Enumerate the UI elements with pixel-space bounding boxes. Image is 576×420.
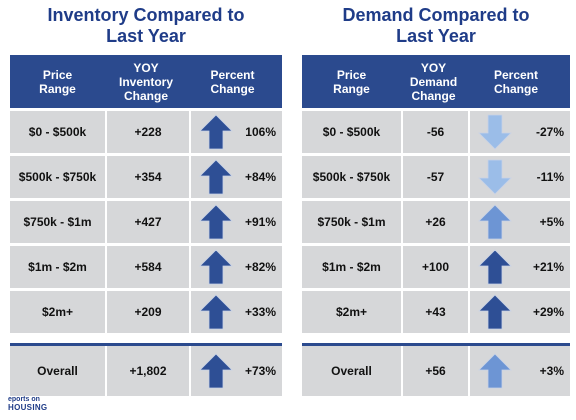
price-range-cell: $500k - $750k xyxy=(10,156,105,198)
percent-change-cell: -27% xyxy=(470,111,570,153)
price-range-cell: Overall xyxy=(302,346,401,396)
header-percent-change: Percent Change xyxy=(493,67,539,96)
percent-change-cell: +21% xyxy=(470,246,570,288)
table-header: Price Range YOY Inventory Change Percent… xyxy=(10,55,282,108)
arrow-up-icon xyxy=(478,353,512,389)
table-row: $750k - $1m +427 +91% xyxy=(10,201,282,243)
arrow-down-icon xyxy=(478,159,512,195)
table-row: $500k - $750k -57 -11% xyxy=(302,156,570,198)
yoy-change-cell: +584 xyxy=(107,246,189,288)
logo-bottom-text: HOUSING xyxy=(8,403,48,412)
price-range-cell: $750k - $1m xyxy=(302,201,401,243)
table-row: $750k - $1m +26 +5% xyxy=(302,201,570,243)
table-row: $1m - $2m +584 +82% xyxy=(10,246,282,288)
overall-row: Overall +56 +3% xyxy=(302,343,570,396)
percent-change-cell: +3% xyxy=(470,346,570,396)
price-range-cell: $500k - $750k xyxy=(302,156,401,198)
inventory-table: Price Range YOY Inventory Change Percent… xyxy=(10,55,282,396)
arrow-up-icon xyxy=(199,294,233,330)
table-row: $2m+ +209 +33% xyxy=(10,291,282,333)
percent-value: +21% xyxy=(532,260,564,274)
price-range-cell: $0 - $500k xyxy=(10,111,105,153)
table-row: $0 - $500k +228 106% xyxy=(10,111,282,153)
arrow-up-icon xyxy=(478,294,512,330)
header-price-range: Price Range xyxy=(333,67,370,96)
yoy-change-cell: +354 xyxy=(107,156,189,198)
yoy-change-cell: +26 xyxy=(403,201,468,243)
yoy-change-cell: -56 xyxy=(403,111,468,153)
overall-row: Overall +1,802 +73% xyxy=(10,343,282,396)
arrow-up-icon xyxy=(199,353,233,389)
percent-change-cell: 106% xyxy=(191,111,282,153)
table-header: Price Range YOY Demand Change Percent Ch… xyxy=(302,55,570,108)
yoy-change-cell: +56 xyxy=(403,346,468,396)
percent-change-cell: +73% xyxy=(191,346,282,396)
percent-value: +3% xyxy=(539,364,564,378)
table-row: $1m - $2m +100 +21% xyxy=(302,246,570,288)
table-body: $0 - $500k +228 106% $500k - $750k +354 +84% $… xyxy=(10,111,282,396)
demand-table: Price Range YOY Demand Change Percent Ch… xyxy=(302,55,570,396)
percent-value: +5% xyxy=(539,215,564,229)
yoy-change-cell: +100 xyxy=(403,246,468,288)
table-row: $500k - $750k +354 +84% xyxy=(10,156,282,198)
arrow-up-icon xyxy=(478,249,512,285)
percent-value: +33% xyxy=(244,305,276,319)
percent-value: 106% xyxy=(245,125,276,139)
table-row: $2m+ +43 +29% xyxy=(302,291,570,333)
header-percent-change: Percent Change xyxy=(210,67,255,96)
percent-change-cell: +5% xyxy=(470,201,570,243)
price-range-cell: $0 - $500k xyxy=(302,111,401,153)
percent-change-cell: -11% xyxy=(470,156,570,198)
arrow-up-icon xyxy=(199,204,233,240)
price-range-cell: $2m+ xyxy=(10,291,105,333)
inventory-title: Inventory Compared to Last Year xyxy=(47,5,245,46)
price-range-cell: $1m - $2m xyxy=(302,246,401,288)
percent-change-cell: +84% xyxy=(191,156,282,198)
yoy-change-cell: +228 xyxy=(107,111,189,153)
percent-value: +82% xyxy=(244,260,276,274)
demand-panel: Demand Compared to Last Year Price Range… xyxy=(302,0,570,396)
arrow-up-icon xyxy=(199,249,233,285)
inventory-panel: Inventory Compared to Last Year Price Ra… xyxy=(10,0,282,396)
arrow-up-icon xyxy=(478,204,512,240)
arrow-up-icon xyxy=(199,159,233,195)
price-range-cell: Overall xyxy=(10,346,105,396)
percent-change-cell: +91% xyxy=(191,201,282,243)
arrow-up-icon xyxy=(199,114,233,150)
percent-value: +91% xyxy=(244,215,276,229)
yoy-change-cell: +1,802 xyxy=(107,346,189,396)
yoy-change-cell: -57 xyxy=(403,156,468,198)
percent-value: +29% xyxy=(532,305,564,319)
percent-value: -27% xyxy=(535,125,564,139)
table-row: $0 - $500k -56 -27% xyxy=(302,111,570,153)
percent-change-cell: +82% xyxy=(191,246,282,288)
price-range-cell: $750k - $1m xyxy=(10,201,105,243)
arrow-down-icon xyxy=(478,114,512,150)
yoy-change-cell: +427 xyxy=(107,201,189,243)
price-range-cell: $2m+ xyxy=(302,291,401,333)
reports-on-housing-logo: eports on HOUSING xyxy=(8,396,47,412)
table-body: $0 - $500k -56 -27% $500k - $750k -57 -11% $75… xyxy=(302,111,570,396)
header-price-range: Price Range xyxy=(39,67,76,96)
percent-change-cell: +33% xyxy=(191,291,282,333)
demand-title: Demand Compared to Last Year xyxy=(342,5,530,46)
price-range-cell: $1m - $2m xyxy=(10,246,105,288)
percent-value: -11% xyxy=(536,170,564,184)
header-yoy-change: YOY Demand Change xyxy=(409,60,458,103)
yoy-change-cell: +209 xyxy=(107,291,189,333)
logo-top-text: eports on xyxy=(8,396,40,403)
percent-change-cell: +29% xyxy=(470,291,570,333)
header-yoy-change: YOY Inventory Change xyxy=(118,60,173,103)
percent-value: +73% xyxy=(244,364,276,378)
percent-value: +84% xyxy=(244,170,276,184)
yoy-change-cell: +43 xyxy=(403,291,468,333)
